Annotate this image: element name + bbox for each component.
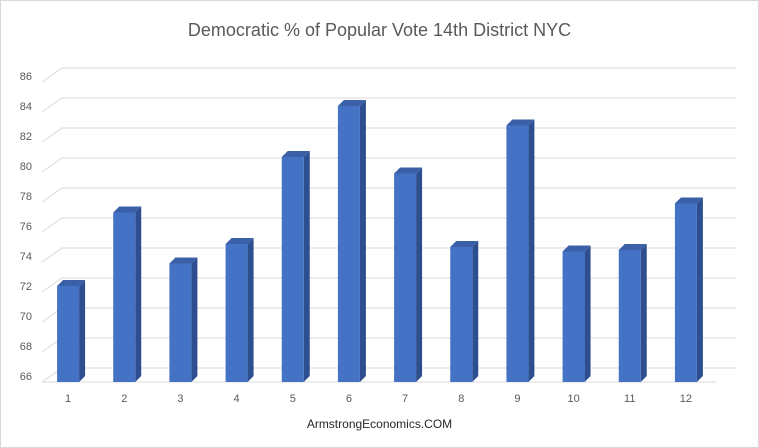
x-axis-label: ArmstrongEconomics.COM: [306, 417, 453, 431]
x-tick-label: 3: [177, 393, 183, 405]
y-tick-label: 68: [20, 341, 32, 353]
bar-side: [359, 100, 366, 382]
bar-top: [337, 100, 366, 106]
x-tick-label: 9: [514, 393, 520, 405]
bar-top: [450, 241, 479, 247]
y-tick-label: 78: [20, 191, 32, 203]
bar: [506, 125, 529, 382]
bar-side: [584, 245, 591, 382]
x-tick-label: 6: [346, 393, 352, 405]
bar-top: [674, 197, 703, 204]
bar: [225, 244, 248, 382]
x-tick-label: 11: [624, 393, 635, 405]
bar-top: [618, 244, 647, 250]
y-tick-label: 70: [20, 311, 32, 323]
bar-side: [472, 241, 479, 382]
bar-side: [303, 151, 310, 382]
x-tick-label: 5: [290, 393, 296, 405]
gridline: [41, 127, 736, 143]
bar-side: [191, 257, 198, 382]
bar: [281, 157, 304, 382]
bar: [450, 247, 473, 382]
bar-side: [696, 197, 703, 382]
bar-top: [169, 257, 198, 264]
bar-side: [640, 244, 647, 382]
bar-side: [135, 206, 142, 382]
chart-title: Democratic % of Popular Vote 14th Distri…: [187, 20, 572, 40]
y-tick-label: 66: [20, 371, 32, 383]
bar-top: [506, 119, 535, 126]
bar-side: [247, 238, 254, 382]
y-tick-label: 74: [20, 251, 32, 263]
bar-top: [113, 206, 142, 213]
bar: [169, 263, 192, 382]
bar-top: [394, 167, 423, 174]
y-tick-label: 72: [20, 281, 32, 293]
x-tick-label: 7: [402, 393, 408, 405]
x-tick-label: 8: [458, 393, 464, 405]
bar-top: [562, 245, 591, 252]
y-tick-label: 84: [20, 101, 32, 113]
x-tick-label: 10: [567, 393, 579, 405]
bar: [618, 250, 641, 382]
bar-side: [416, 167, 423, 382]
bar: [674, 203, 697, 382]
x-tick-label: 4: [234, 393, 240, 405]
bar: [337, 106, 360, 382]
x-tick-label: 12: [680, 393, 692, 405]
bar-side: [79, 280, 86, 382]
y-tick-label: 86: [20, 71, 32, 83]
y-tick-label: 76: [20, 221, 32, 233]
y-tick-label: 82: [20, 131, 32, 143]
x-tick-label: 2: [121, 393, 127, 405]
bar: [57, 286, 80, 382]
gridline: [41, 217, 736, 233]
gridline: [41, 97, 736, 113]
bar-side: [528, 119, 535, 382]
bar: [394, 173, 417, 382]
gridline: [41, 187, 736, 203]
bar-top: [281, 151, 310, 157]
x-tick-label: 1: [65, 393, 71, 405]
bar: [562, 251, 585, 382]
bar-top: [57, 280, 86, 286]
y-tick-label: 80: [20, 161, 32, 173]
gridline: [41, 67, 736, 83]
bar-top: [225, 238, 254, 244]
gridline: [41, 157, 736, 173]
bar: [113, 212, 136, 382]
